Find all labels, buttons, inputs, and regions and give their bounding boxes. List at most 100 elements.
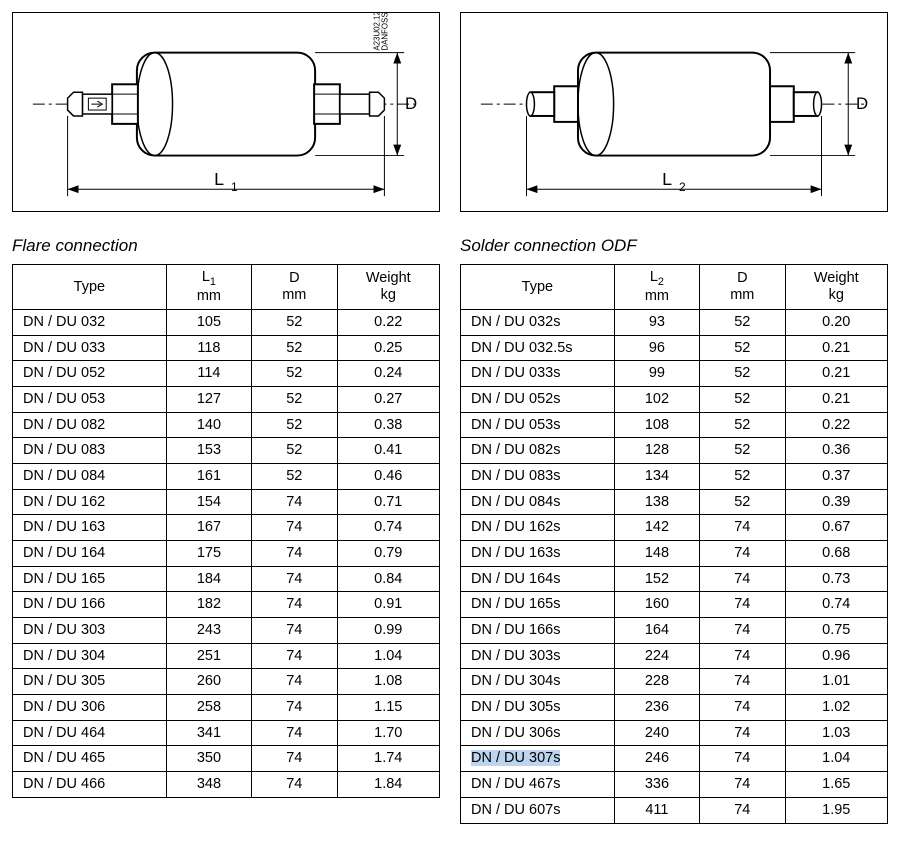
table-cell: 1.84 — [337, 772, 440, 798]
table-cell: DN / DU 607s — [461, 797, 615, 823]
table-cell: DN / DU 464 — [13, 720, 167, 746]
table-cell: 96 — [614, 335, 699, 361]
table-cell: 0.84 — [337, 566, 440, 592]
table-cell: 1.01 — [785, 669, 888, 695]
table-row: DN / DU 165s160740.74 — [461, 592, 888, 618]
table-cell: 1.65 — [785, 772, 888, 798]
table-cell: DN / DU 303s — [461, 643, 615, 669]
table-cell: 0.27 — [337, 387, 440, 413]
table-cell: 52 — [700, 438, 785, 464]
table-cell: 0.74 — [337, 515, 440, 541]
table-cell: DN / DU 304 — [13, 643, 167, 669]
table-cell: 1.03 — [785, 720, 888, 746]
table-cell: 1.04 — [785, 746, 888, 772]
table-row: DN / DU 305260741.08 — [13, 669, 440, 695]
table-cell: 0.22 — [337, 310, 440, 336]
svg-text:2: 2 — [679, 180, 686, 194]
table-cell: 1.08 — [337, 669, 440, 695]
table-cell: 52 — [252, 464, 337, 490]
table-cell: 52 — [252, 335, 337, 361]
solder-section: Solder connection ODF Type L2 mm D mm — [460, 230, 888, 824]
table-cell: 0.21 — [785, 335, 888, 361]
table-cell: DN / DU 082 — [13, 412, 167, 438]
table-cell: 175 — [166, 541, 251, 567]
table-cell: DN / DU 303 — [13, 618, 167, 644]
table-cell: 0.73 — [785, 566, 888, 592]
table-cell: 74 — [252, 592, 337, 618]
diagram-flare: L 1 D DANFOSS A23U02.12 — [12, 12, 440, 212]
table-cell: 52 — [700, 489, 785, 515]
tables-row: Flare connection Type L1 mm D mm — [12, 230, 888, 824]
table-cell: 260 — [166, 669, 251, 695]
table-cell: 74 — [252, 489, 337, 515]
table-cell: 52 — [252, 412, 337, 438]
table-row: DN / DU 053s108520.22 — [461, 412, 888, 438]
table-cell: 74 — [252, 541, 337, 567]
table-cell: 1.02 — [785, 695, 888, 721]
table-row: DN / DU 306258741.15 — [13, 695, 440, 721]
solder-header-row: Type L2 mm D mm Weight kg — [461, 265, 888, 310]
table-cell: 164 — [614, 618, 699, 644]
table-cell: 0.99 — [337, 618, 440, 644]
table-cell: 74 — [252, 643, 337, 669]
table-cell: 105 — [166, 310, 251, 336]
table-row: DN / DU 032105520.22 — [13, 310, 440, 336]
table-cell: 1.74 — [337, 746, 440, 772]
table-cell: 0.25 — [337, 335, 440, 361]
table-cell: DN / DU 304s — [461, 669, 615, 695]
table-row: DN / DU 032s93520.20 — [461, 310, 888, 336]
table-row: DN / DU 467s336741.65 — [461, 772, 888, 798]
table-cell: 74 — [700, 695, 785, 721]
table-row: DN / DU 607s411741.95 — [461, 797, 888, 823]
table-cell: 93 — [614, 310, 699, 336]
table-cell: 74 — [700, 592, 785, 618]
table-cell: 0.21 — [785, 387, 888, 413]
table-row: DN / DU 163167740.74 — [13, 515, 440, 541]
table-cell: DN / DU 305s — [461, 695, 615, 721]
table-cell: DN / DU 162 — [13, 489, 167, 515]
table-row: DN / DU 304s228741.01 — [461, 669, 888, 695]
table-cell: 74 — [700, 541, 785, 567]
table-cell: 52 — [252, 438, 337, 464]
table-cell: 0.36 — [785, 438, 888, 464]
table-cell: 348 — [166, 772, 251, 798]
svg-text:1: 1 — [231, 180, 238, 194]
table-row: DN / DU 084161520.46 — [13, 464, 440, 490]
table-cell: 182 — [166, 592, 251, 618]
table-cell: 74 — [700, 720, 785, 746]
table-cell: 228 — [614, 669, 699, 695]
table-cell: DN / DU 166s — [461, 618, 615, 644]
table-cell: 52 — [700, 387, 785, 413]
table-cell: 114 — [166, 361, 251, 387]
table-row: DN / DU 305s236741.02 — [461, 695, 888, 721]
table-cell: DN / DU 465 — [13, 746, 167, 772]
table-cell: DN / DU 163s — [461, 541, 615, 567]
table-cell: 184 — [166, 566, 251, 592]
flare-table: Type L1 mm D mm Weight kg DN / DU 032105 — [12, 264, 440, 798]
svg-text:D: D — [405, 94, 417, 113]
table-row: DN / DU 052114520.24 — [13, 361, 440, 387]
table-row: DN / DU 466348741.84 — [13, 772, 440, 798]
table-cell: 74 — [252, 695, 337, 721]
table-row: DN / DU 304251741.04 — [13, 643, 440, 669]
col-D: D mm — [700, 265, 785, 310]
table-cell: DN / DU 082s — [461, 438, 615, 464]
table-cell: 127 — [166, 387, 251, 413]
table-cell: DN / DU 032s — [461, 310, 615, 336]
table-cell: DN / DU 083 — [13, 438, 167, 464]
table-cell: 74 — [252, 772, 337, 798]
table-cell: 52 — [700, 310, 785, 336]
table-cell: 236 — [614, 695, 699, 721]
table-cell: 161 — [166, 464, 251, 490]
table-cell: 52 — [700, 412, 785, 438]
flare-section: Flare connection Type L1 mm D mm — [12, 230, 440, 798]
table-cell: 0.91 — [337, 592, 440, 618]
table-cell: DN / DU 162s — [461, 515, 615, 541]
table-cell: 0.22 — [785, 412, 888, 438]
table-cell: 74 — [252, 515, 337, 541]
table-cell: DN / DU 165s — [461, 592, 615, 618]
table-row: DN / DU 164175740.79 — [13, 541, 440, 567]
table-row: DN / DU 163s148740.68 — [461, 541, 888, 567]
svg-text:D: D — [856, 94, 868, 113]
table-cell: 74 — [700, 566, 785, 592]
